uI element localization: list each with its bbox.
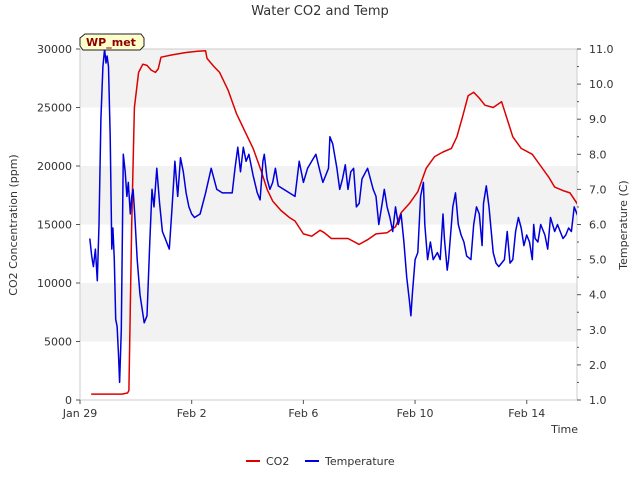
- y-axis-left-label: CO2 Concentration (ppm): [7, 154, 20, 295]
- series-layer: [89, 49, 577, 395]
- y-right-tick-label: 4.0: [589, 289, 607, 302]
- series-line-temperature: [89, 49, 577, 384]
- grid-bands: [80, 49, 577, 342]
- x-axis-label: Time: [550, 423, 578, 436]
- legend-label-co2: CO2: [266, 455, 289, 468]
- y-axis-right-label: Temperature (C): [617, 180, 630, 270]
- y-right-tick-label: 3.0: [589, 324, 607, 337]
- x-tick-label: Feb 6: [288, 407, 318, 420]
- series-line-co2: [91, 50, 577, 395]
- legend-label-temperature: Temperature: [324, 455, 395, 468]
- y-right-tick-label: 6.0: [589, 219, 607, 232]
- legend: CO2 Temperature: [246, 455, 395, 468]
- site-badge-shape: [79, 33, 145, 51]
- y-right-tick-label: 9.0: [589, 113, 607, 126]
- y-right-tick-label: 11.0: [589, 43, 614, 56]
- y-left-tick-label: 0: [65, 394, 72, 407]
- y-right-tick-label: 1.0: [589, 394, 607, 407]
- x-tick-label: Feb 10: [397, 407, 434, 420]
- y-left-tick-label: 20000: [37, 160, 72, 173]
- axes: 0 5000 10000 15000 20000 25000 30000 1.0 2.0 3.0 4…: [37, 43, 614, 420]
- grid-band: [80, 283, 577, 342]
- y-left-tick-label: 25000: [37, 102, 72, 115]
- chart-title: Water CO2 and Temp: [251, 4, 389, 19]
- y-left-tick-label: 5000: [44, 336, 72, 349]
- grid-band: [80, 49, 577, 108]
- y-left-tick-label: 15000: [37, 219, 72, 232]
- y-left-tick-label: 30000: [37, 43, 72, 56]
- y-right-tick-label: 10.0: [589, 78, 614, 91]
- y-left-tick-label: 10000: [37, 277, 72, 290]
- y-right-tick-label: 8.0: [589, 148, 607, 161]
- x-tick-label: Jan 29: [62, 407, 97, 420]
- grid-band: [80, 166, 577, 225]
- y-right-tick-label: 2.0: [589, 359, 607, 372]
- site-badge: WP_met: [79, 33, 145, 51]
- x-tick-label: Feb 14: [508, 407, 545, 420]
- site-badge-label: WP_met: [86, 36, 136, 49]
- y-right-tick-label: 7.0: [589, 183, 607, 196]
- x-tick-label: Feb 2: [177, 407, 207, 420]
- y-right-tick-label: 5.0: [589, 254, 607, 267]
